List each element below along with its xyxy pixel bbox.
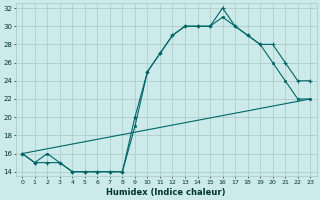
X-axis label: Humidex (Indice chaleur): Humidex (Indice chaleur): [107, 188, 226, 197]
